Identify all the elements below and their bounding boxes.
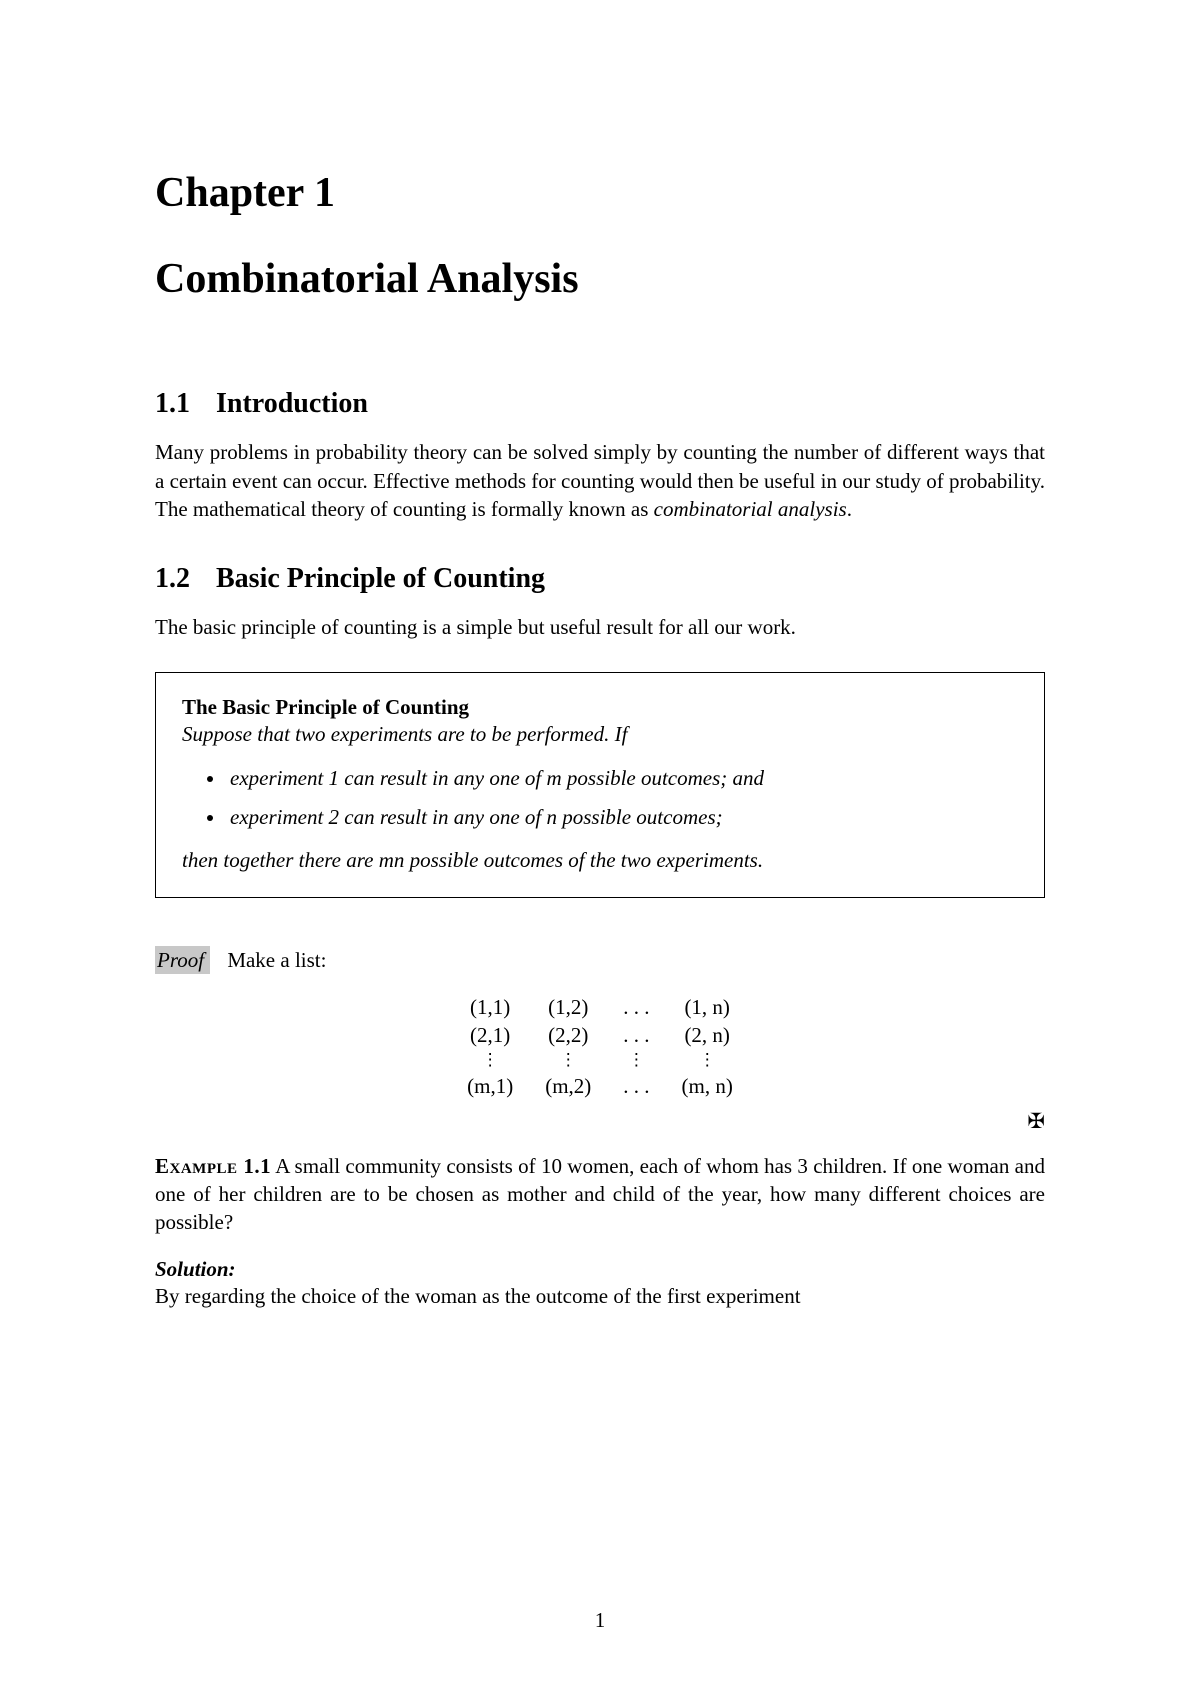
matrix-cell: ⋮ xyxy=(666,1049,749,1072)
box-closing: then together there are mn possible outc… xyxy=(182,848,1018,873)
matrix-cell: (1,2) xyxy=(529,993,607,1021)
matrix-cell: (m,2) xyxy=(529,1072,607,1100)
proof-label: Proof xyxy=(155,946,210,974)
matrix-cell: . . . xyxy=(607,1072,665,1100)
section-number: 1.1 xyxy=(155,388,190,420)
section-title: Basic Principle of Counting xyxy=(216,563,545,594)
matrix-cell: ⋮ xyxy=(529,1049,607,1072)
section-1.1-paragraph: Many problems in probability theory can … xyxy=(155,438,1045,523)
matrix-cell: . . . xyxy=(607,1021,665,1049)
matrix-row: (m,1) (m,2) . . . (m, n) xyxy=(451,1072,749,1100)
box-bullet-list: experiment 1 can result in any one of m … xyxy=(182,763,1018,834)
matrix-cell: ⋮ xyxy=(607,1049,665,1072)
proof-line: Proof Make a list: xyxy=(155,948,1045,973)
matrix-row: ⋮ ⋮ ⋮ ⋮ xyxy=(451,1049,749,1072)
box-title: The Basic Principle of Counting xyxy=(182,695,1018,720)
matrix-cell: (2,2) xyxy=(529,1021,607,1049)
proof-text: Make a list: xyxy=(227,948,326,972)
matrix-cell: (2, n) xyxy=(666,1021,749,1049)
matrix-cell: . . . xyxy=(607,993,665,1021)
section-number: 1.2 xyxy=(155,563,190,595)
section-1.2-heading: 1.2 Basic Principle of Counting xyxy=(155,563,1045,595)
box-bullet-2: experiment 2 can result in any one of n … xyxy=(226,802,1018,834)
matrix-cell: (m,1) xyxy=(451,1072,529,1100)
intro-text-part1: Many problems in probability theory can … xyxy=(155,440,1045,521)
example-1.1: Example 1.1 A small community consists o… xyxy=(155,1152,1045,1237)
qed-icon: ✠ xyxy=(155,1109,1045,1134)
page-number: 1 xyxy=(0,1608,1200,1633)
section-1.2-intro: The basic principle of counting is a sim… xyxy=(155,613,1045,641)
matrix-row: (2,1) (2,2) . . . (2, n) xyxy=(451,1021,749,1049)
example-label: Example 1.1 xyxy=(155,1154,271,1178)
example-text: A small community consists of 10 women, … xyxy=(155,1154,1045,1235)
solution-body: By regarding the choice of the woman as … xyxy=(155,1282,1045,1310)
intro-italic-term: combinatorial analysis xyxy=(654,497,847,521)
matrix-cell: (2,1) xyxy=(451,1021,529,1049)
section-1.1-heading: 1.1 Introduction xyxy=(155,388,1045,420)
section-title: Introduction xyxy=(216,388,368,419)
solution-heading: Solution: xyxy=(155,1257,1045,1282)
principle-box: The Basic Principle of Counting Suppose … xyxy=(155,672,1045,898)
outcome-matrix: (1,1) (1,2) . . . (1, n) (2,1) (2,2) . .… xyxy=(155,993,1045,1101)
matrix-cell: ⋮ xyxy=(451,1049,529,1072)
matrix-cell: (1, n) xyxy=(666,993,749,1021)
chapter-title: Combinatorial Analysis xyxy=(155,256,1045,302)
chapter-label: Chapter 1 xyxy=(155,170,1045,216)
matrix-cell: (1,1) xyxy=(451,993,529,1021)
box-subtitle: Suppose that two experiments are to be p… xyxy=(182,722,1018,747)
page: Chapter 1 Combinatorial Analysis 1.1 Intr… xyxy=(0,0,1200,1697)
box-bullet-1: experiment 1 can result in any one of m … xyxy=(226,763,1018,795)
matrix-cell: (m, n) xyxy=(666,1072,749,1100)
matrix-row: (1,1) (1,2) . . . (1, n) xyxy=(451,993,749,1021)
intro-text-part2: . xyxy=(847,497,852,521)
